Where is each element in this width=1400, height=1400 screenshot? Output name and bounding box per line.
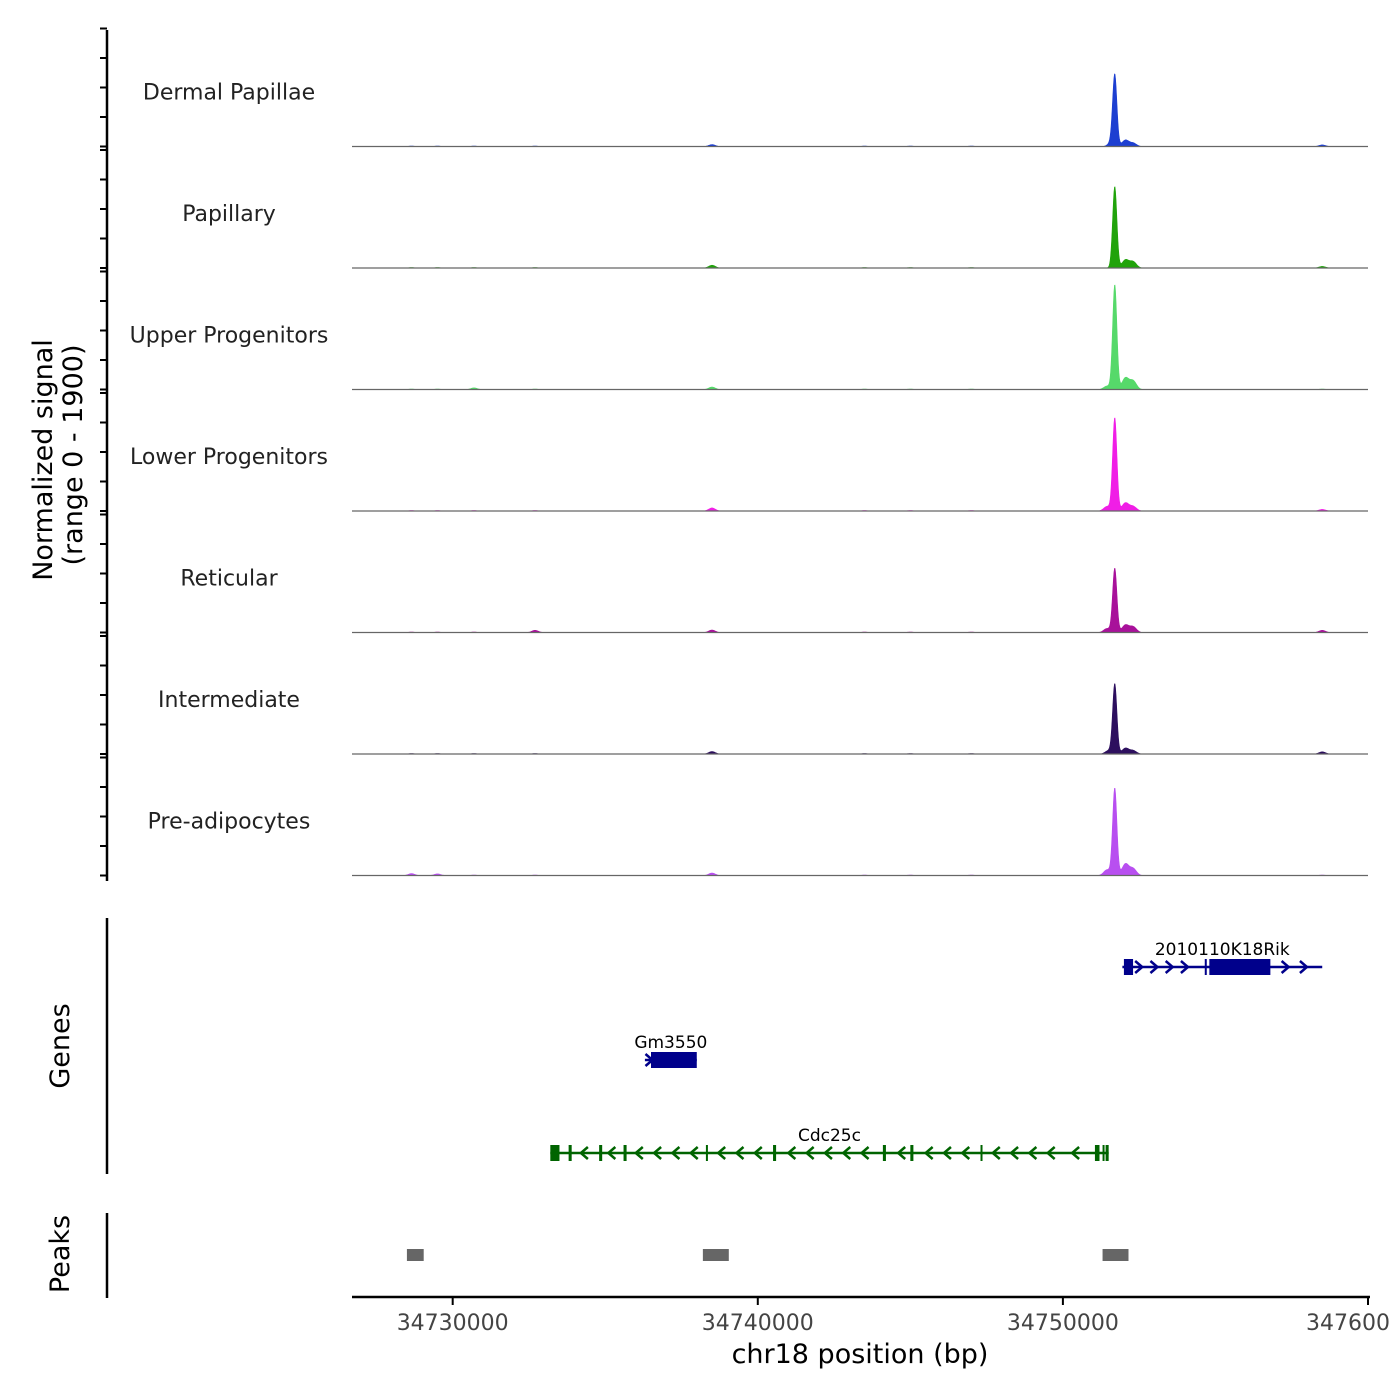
strand-arrow — [1180, 960, 1190, 974]
track-reticular: Reticular — [100, 513, 1368, 634]
x-axis-title: chr18 position (bp) — [732, 1339, 989, 1370]
gene-exon — [705, 1145, 708, 1161]
gene-gm3550: Gm3550 — [634, 1033, 707, 1068]
strand-arrow — [734, 1146, 745, 1160]
strand-arrow — [1134, 960, 1145, 974]
gene-exon — [651, 1052, 697, 1068]
strand-arrow — [859, 1146, 870, 1160]
strand-arrow — [990, 1146, 1001, 1160]
gene-exon — [1123, 959, 1134, 975]
x-tick-label: 347600 — [1306, 1311, 1390, 1336]
gene-exon — [623, 1145, 627, 1161]
peak-region — [1102, 1249, 1129, 1261]
signal-area — [352, 683, 1368, 755]
strand-arrow — [1045, 1146, 1056, 1160]
gene-2010110k18rik: 2010110K18Rik — [1122, 940, 1323, 975]
signal-area — [352, 787, 1368, 876]
x-axis: 34730000 34740000 34750000 347600 — [352, 1295, 1390, 1336]
peaks-panel — [406, 1249, 1129, 1261]
gene-exon — [550, 1145, 560, 1161]
strand-arrow — [896, 1146, 907, 1160]
gene-exon — [910, 1145, 914, 1161]
strand-arrow — [644, 1053, 655, 1067]
track-label: Lower Progenitors — [130, 445, 328, 470]
track-papillary: Papillary — [100, 149, 1368, 269]
peak-region — [406, 1249, 424, 1261]
track-pre-adipocytes: Pre-adipocytes — [100, 756, 1368, 877]
strand-arrow — [823, 1146, 833, 1160]
track-intermediate: Intermediate — [100, 635, 1368, 755]
track-label: Reticular — [180, 567, 278, 592]
x-tick-label: 34730000 — [397, 1311, 509, 1336]
strand-arrow — [1149, 960, 1160, 974]
gene-exon — [773, 1145, 777, 1161]
gene-exon — [882, 1145, 886, 1161]
strand-arrow — [923, 1146, 934, 1160]
track-upper-progenitors: Upper Progenitors — [100, 270, 1368, 391]
strand-arrow — [1299, 960, 1309, 974]
strand-arrow — [841, 1146, 852, 1160]
gene-exon — [1105, 1145, 1109, 1161]
gene-exon — [1209, 959, 1271, 975]
signal-area — [352, 73, 1368, 147]
strand-arrow — [716, 1146, 726, 1160]
signal-area — [352, 568, 1368, 633]
strand-arrow — [633, 1146, 644, 1160]
strand-arrow — [688, 1146, 699, 1160]
gene-exon — [1094, 1145, 1100, 1161]
genes-panel: 2010110K18Rik Gm3550 Cdc25c — [550, 940, 1323, 1161]
strand-arrow — [670, 1146, 681, 1160]
y-axis-title-line2: (range 0 - 1900) — [58, 345, 89, 566]
x-tick-label: 34740000 — [702, 1311, 814, 1336]
strand-arrow — [1070, 1146, 1080, 1160]
track-label: Dermal Papillae — [143, 81, 315, 106]
gene-label: Cdc25c — [798, 1126, 861, 1146]
strand-arrow — [752, 1146, 763, 1160]
gene-exon — [1102, 1145, 1105, 1161]
track-dermal-papillae: Dermal Papillae — [100, 27, 1368, 148]
strand-arrow — [1280, 960, 1291, 974]
gene-exon — [568, 1145, 572, 1161]
strand-arrow — [786, 1146, 797, 1160]
strand-arrow — [578, 1146, 589, 1160]
strand-arrow — [652, 1146, 662, 1160]
genes-axis-title: Genes — [45, 1003, 76, 1088]
gene-exon — [980, 1145, 983, 1161]
track-lower-progenitors: Lower Progenitors — [100, 392, 1368, 512]
strand-arrow — [1027, 1146, 1038, 1160]
track-label: Upper Progenitors — [130, 324, 329, 349]
track-label: Pre-adipocytes — [148, 810, 311, 835]
strand-arrow — [804, 1146, 815, 1160]
peaks-axis-title: Peaks — [45, 1215, 76, 1293]
gene-exon — [599, 1145, 603, 1161]
peak-region — [702, 1249, 729, 1261]
gene-label: Gm3550 — [634, 1033, 707, 1053]
signal-area — [352, 186, 1368, 269]
gene-exon — [1204, 959, 1207, 975]
strand-arrow — [606, 1146, 617, 1160]
signal-area — [352, 284, 1368, 390]
coverage-panel: Dermal Papillae Papillary Upper Progenitor… — [100, 27, 1368, 881]
signal-area — [352, 417, 1368, 512]
strand-arrow — [960, 1146, 971, 1160]
strand-arrow — [1009, 1146, 1019, 1160]
track-label: Papillary — [182, 202, 276, 227]
strand-arrow — [1164, 960, 1175, 974]
gene-label: 2010110K18Rik — [1155, 940, 1290, 960]
track-label: Intermediate — [158, 688, 300, 713]
strand-arrow — [942, 1146, 952, 1160]
y-axis-title-line1: Normalized signal — [28, 339, 59, 581]
x-tick-label: 34750000 — [1007, 1311, 1119, 1336]
gene-cdc25c: Cdc25c — [550, 1126, 1109, 1161]
